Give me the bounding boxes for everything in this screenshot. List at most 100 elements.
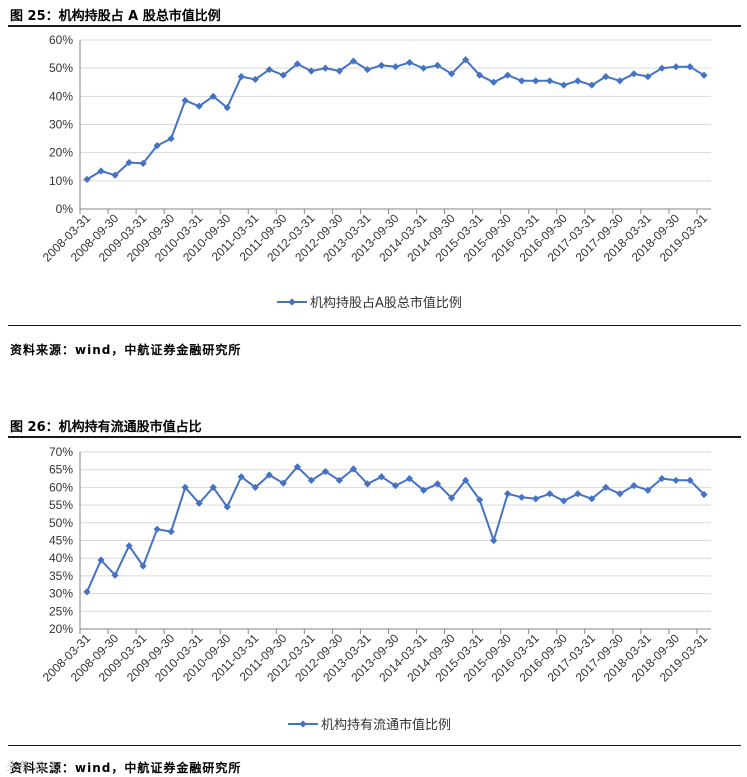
data-point [588,81,596,89]
data-point [83,175,91,184]
data-point [630,482,638,490]
data-point [574,77,582,85]
data-point [518,77,526,85]
data-point [237,73,245,81]
data-point [293,463,301,471]
data-point [476,71,484,79]
data-point [335,476,344,484]
data-point [349,57,358,65]
data-point [560,497,568,505]
y-tick-label: 10% [49,174,73,188]
data-point [391,482,400,490]
data-point [419,64,428,72]
legend-marker [299,720,307,728]
data-point [391,63,400,71]
data-point [307,476,315,484]
data-point [518,493,526,501]
data-point [546,490,554,498]
institutional-holding-share-chart: 0%10%20%30%40%50%60%2008-03-312008-09-30… [40,33,711,311]
data-point [476,496,484,504]
data-point [83,588,91,596]
y-tick-label: 60% [49,480,73,494]
data-point [504,490,512,498]
y-tick-label: 40% [49,89,73,103]
source-note: 资料来源：wind，中航证券金融研究所 [10,761,242,775]
legend-marker [288,298,296,306]
data-point [405,58,414,67]
y-tick-label: 65% [49,463,73,477]
title-rule [8,25,741,27]
data-point [167,528,175,536]
data-point [349,465,358,473]
y-tick-label: 40% [49,551,73,565]
legend-label: 机构持有流通市值比例 [321,717,451,733]
y-tick-label: 25% [49,604,73,618]
data-point [433,61,442,69]
data-point [321,467,329,476]
y-tick-label: 0% [56,202,74,216]
data-point [672,476,680,484]
data-point [644,73,652,81]
data-point [546,77,554,85]
data-point [532,77,540,85]
data-point [223,503,231,511]
series-line [86,58,705,181]
data-point [335,67,344,75]
y-tick-label: 30% [49,587,73,601]
data-point [125,542,133,550]
data-point [139,159,147,167]
source-rule [8,325,741,326]
data-point [630,70,638,78]
data-point [419,486,428,494]
data-point [504,71,512,79]
data-point [167,134,175,143]
data-point [195,102,203,110]
data-point [279,71,287,79]
data-point [125,158,133,167]
data-point [307,67,315,75]
y-tick-label: 70% [49,445,73,459]
y-tick-label: 20% [49,146,73,160]
data-point [447,70,456,78]
watermark: 头条 @ 1. [6,759,62,773]
data-point [223,104,231,112]
data-point [602,73,610,81]
data-point [97,167,105,175]
data-point [462,476,470,484]
data-point [153,142,161,150]
data-point [321,64,329,72]
data-point [532,495,540,503]
data-point [153,525,161,533]
y-tick-label: 50% [49,516,73,530]
data-point [686,476,694,484]
data-point [672,63,680,71]
y-tick-label: 50% [49,61,73,75]
y-tick-label: 30% [49,118,73,132]
institutional-float-share-chart: 20%25%30%35%40%45%50%55%60%65%70%2008-03… [40,445,711,733]
data-point [686,63,694,71]
data-point [209,92,217,100]
data-point [616,77,624,85]
data-point [490,536,498,545]
data-point [251,75,259,84]
data-point [574,490,582,498]
data-point [490,78,498,86]
y-tick-label: 60% [49,33,73,47]
data-point [560,81,568,89]
y-tick-label: 55% [49,498,73,512]
data-point [377,61,386,69]
legend-label: 机构持股占A股总市值比例 [310,295,462,311]
data-point [405,474,414,483]
data-point [462,56,470,64]
data-point [447,494,456,502]
source-note: 资料来源：wind，中航证券金融研究所 [10,343,242,357]
data-point [658,64,666,72]
data-point [700,71,708,79]
data-point [293,60,301,68]
figure-title: 图 25：机构持股占 A 股总市值比例 [10,9,221,24]
y-tick-label: 45% [49,534,73,548]
y-tick-label: 20% [49,622,73,636]
data-point [237,473,245,481]
data-point [181,96,189,105]
figure-title: 图 26：机构持有流通股市值占比 [10,420,202,435]
